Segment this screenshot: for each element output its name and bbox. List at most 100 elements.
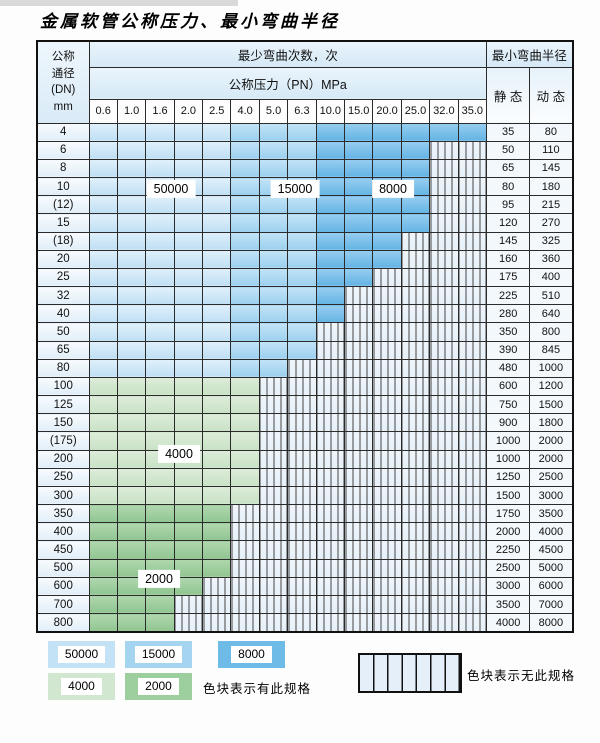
no-spec-cell <box>372 322 402 342</box>
spec-cell <box>145 231 175 251</box>
no-spec-cell <box>457 358 488 378</box>
pressure-tick: 15.0 <box>344 98 374 124</box>
static-radius-cell: 900 <box>486 413 531 433</box>
legend-swatch: 15000 <box>125 641 192 668</box>
spec-cell <box>88 304 118 324</box>
no-spec-cell <box>315 340 346 360</box>
no-spec-cell <box>344 467 374 487</box>
spec-cell <box>400 122 431 142</box>
dynamic-radius-cell: 180 <box>529 177 574 197</box>
static-radius-cell: 225 <box>486 286 531 306</box>
no-spec-cell <box>258 613 289 633</box>
dynamic-radius-cell: 80 <box>529 122 574 142</box>
spec-cell <box>315 140 346 160</box>
no-spec-cell <box>429 304 459 324</box>
no-spec-cell <box>344 449 374 469</box>
no-spec-cell <box>258 522 289 542</box>
spec-cell <box>145 249 175 269</box>
static-radius-cell: 1250 <box>486 467 531 487</box>
spec-cell <box>230 413 260 433</box>
spec-cell <box>344 267 374 288</box>
legend-no-spec-swatch <box>358 653 462 693</box>
no-spec-cell <box>429 540 459 560</box>
dynamic-radius-cell: 1200 <box>529 376 574 397</box>
no-spec-cell <box>202 594 232 615</box>
no-spec-cell <box>287 395 317 415</box>
table-row: 450 2250 4500 <box>36 540 574 560</box>
no-spec-cell <box>258 558 289 578</box>
spec-cell <box>116 431 147 451</box>
no-spec-cell <box>457 286 488 306</box>
no-spec-cell <box>400 231 431 251</box>
no-spec-cell <box>429 467 459 487</box>
spec-cell <box>145 485 175 506</box>
spec-cell <box>173 413 204 433</box>
spec-cell <box>88 140 118 160</box>
no-spec-cell <box>429 576 459 596</box>
no-spec-cell <box>457 522 488 542</box>
no-spec-cell <box>457 576 488 596</box>
cycles-value-label: 15000 <box>270 179 320 199</box>
spec-cell <box>202 558 232 578</box>
spec-cell <box>202 413 232 433</box>
dn-cell: 300 <box>36 485 90 506</box>
dynamic-radius-cell: 6000 <box>529 576 574 596</box>
dynamic-radius-cell: 800 <box>529 322 574 342</box>
spec-cell <box>287 340 317 360</box>
legend-has-spec-text: 色块表示有此规格 <box>203 682 312 696</box>
no-spec-cell <box>400 358 431 378</box>
static-radius-cell: 2000 <box>486 522 531 542</box>
spec-cell <box>173 395 204 415</box>
dn-cell: (175) <box>36 431 90 451</box>
spec-cell <box>400 195 431 215</box>
no-spec-cell <box>372 467 402 487</box>
spec-cell <box>230 267 260 288</box>
no-spec-cell <box>315 613 346 633</box>
no-spec-cell <box>457 558 488 578</box>
dynamic-radius-cell: 510 <box>529 286 574 306</box>
table-row: 700 3500 7000 <box>36 594 574 615</box>
no-spec-cell <box>400 594 431 615</box>
no-spec-cell <box>400 322 431 342</box>
table-row: 125 750 1500 <box>36 395 574 415</box>
spec-cell <box>429 122 459 142</box>
no-spec-cell <box>400 395 431 415</box>
no-spec-cell <box>429 449 459 469</box>
no-spec-cell <box>429 522 459 542</box>
no-spec-cell <box>344 558 374 578</box>
dn-cell: 6 <box>36 140 90 160</box>
spec-cell <box>400 158 431 179</box>
spec-cell <box>88 322 118 342</box>
spec-cell <box>315 158 346 179</box>
table-row: 200 1000 2000 <box>36 449 574 469</box>
no-spec-cell <box>429 358 459 378</box>
spec-cell <box>88 213 118 233</box>
cycles-value-label: 8000 <box>372 179 414 199</box>
no-spec-cell <box>457 395 488 415</box>
dn-cell: 80 <box>36 358 90 378</box>
spec-cell <box>145 504 175 524</box>
spec-cell <box>173 467 204 487</box>
spec-cell <box>145 304 175 324</box>
spec-cell <box>287 322 317 342</box>
no-spec-cell <box>400 449 431 469</box>
spec-cell <box>258 213 289 233</box>
dn-cell: 125 <box>36 395 90 415</box>
no-spec-cell <box>372 449 402 469</box>
spec-cell <box>88 158 118 179</box>
spec-cell <box>88 558 118 578</box>
no-spec-cell <box>344 540 374 560</box>
spec-cell <box>116 177 147 197</box>
static-radius-cell: 1000 <box>486 449 531 469</box>
spec-cell <box>202 449 232 469</box>
spec-cell <box>145 122 175 142</box>
spec-cell <box>230 449 260 469</box>
spec-cell <box>202 177 232 197</box>
spec-cell <box>230 140 260 160</box>
no-spec-cell <box>457 449 488 469</box>
static-radius-cell: 1750 <box>486 504 531 524</box>
static-radius-cell: 280 <box>486 304 531 324</box>
spec-cell <box>230 322 260 342</box>
spec-cell <box>116 322 147 342</box>
spec-cell <box>173 304 204 324</box>
